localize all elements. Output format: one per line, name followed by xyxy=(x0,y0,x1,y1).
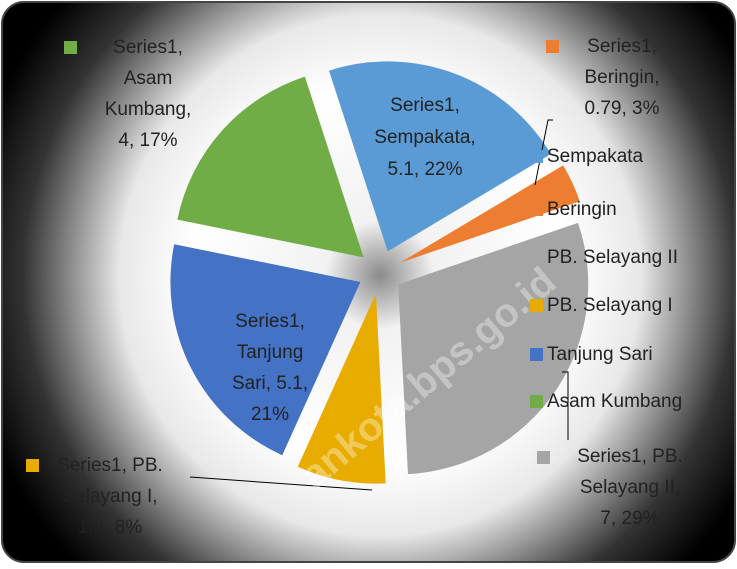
legend-label: PB. Selayang I xyxy=(547,295,673,316)
label-swatch xyxy=(537,451,550,464)
data-label: Kumbang, xyxy=(105,99,192,120)
legend-label: Asam Kumbang xyxy=(547,391,682,412)
legend-swatch xyxy=(530,150,543,163)
label-swatch xyxy=(64,41,77,54)
pie-slice xyxy=(398,222,589,475)
data-label: Selayang II, xyxy=(580,477,680,498)
data-label: 21% xyxy=(251,404,289,425)
data-label: Series1, PB. xyxy=(57,455,163,476)
legend-label: Beringin xyxy=(547,199,617,220)
pie-slice xyxy=(170,244,361,456)
data-label: 5.1, 22% xyxy=(388,159,463,180)
data-label: Asam xyxy=(124,68,173,89)
data-label: Sari, 5.1, xyxy=(232,373,308,394)
data-label: Sempakata, xyxy=(374,127,475,148)
data-label: Series1, xyxy=(235,311,305,332)
pie-slice xyxy=(399,165,580,263)
legend-label: Sempakata xyxy=(547,146,644,167)
legend-label: Tanjung Sari xyxy=(547,344,653,365)
legend-label: PB. Selayang II xyxy=(547,247,678,268)
pie-slice xyxy=(297,293,386,484)
data-label: Selayang I, xyxy=(62,486,157,507)
label-swatch xyxy=(546,40,559,53)
legend-swatch xyxy=(530,395,543,408)
data-label: Tanjung xyxy=(237,342,304,363)
leader-line xyxy=(534,119,553,186)
data-label: Series1, PB. xyxy=(577,446,683,467)
legend-swatch xyxy=(530,203,543,216)
pie-slice xyxy=(329,61,551,252)
label-swatch xyxy=(26,459,39,472)
legend-swatch xyxy=(530,299,543,312)
leader-line xyxy=(189,476,373,491)
data-label: Series1, xyxy=(390,95,460,116)
data-label: 7, 29% xyxy=(600,508,659,529)
leader-lines xyxy=(189,119,569,491)
data-label: Series1, xyxy=(113,37,183,58)
data-label: 4, 17% xyxy=(118,130,177,151)
data-label: Beringin, xyxy=(585,67,660,88)
data-label: 1.8, 8% xyxy=(78,517,143,538)
pie xyxy=(170,61,589,484)
pie-slice xyxy=(177,76,364,258)
leader-line xyxy=(562,371,569,440)
data-label: Series1, xyxy=(587,36,657,57)
legend-swatch xyxy=(530,348,543,361)
data-label: 0.79, 3% xyxy=(585,98,660,119)
legend-swatch xyxy=(530,251,543,264)
